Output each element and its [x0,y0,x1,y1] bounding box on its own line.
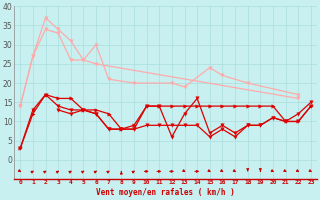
X-axis label: Vent moyen/en rafales ( km/h ): Vent moyen/en rafales ( km/h ) [96,188,235,197]
